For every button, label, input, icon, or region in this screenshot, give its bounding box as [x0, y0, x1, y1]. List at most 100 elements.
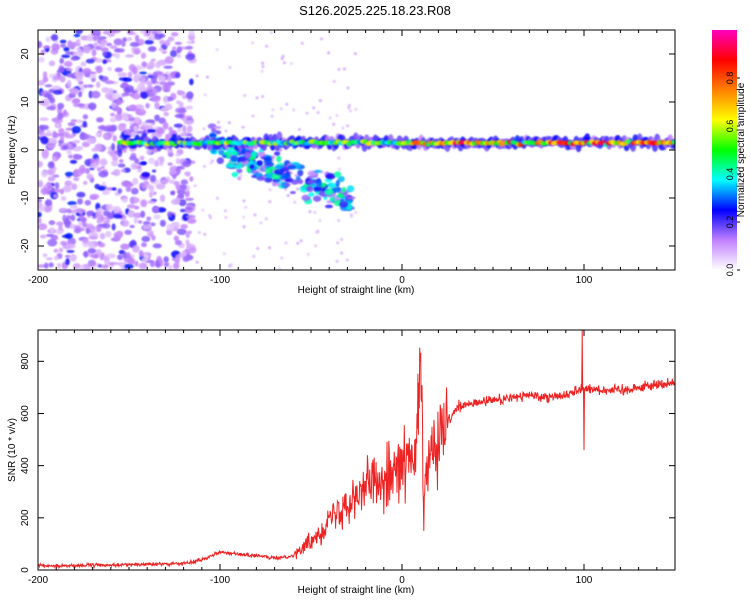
- spectral-blob: [111, 187, 117, 191]
- spectral-blob: [203, 232, 207, 236]
- spectral-blob: [268, 188, 272, 192]
- spectral-blob: [185, 172, 191, 177]
- colorbar-tick-label: 0.0: [725, 264, 735, 277]
- spectral-blob: [292, 108, 296, 112]
- spectral-blob: [268, 200, 272, 204]
- spectral-blob: [47, 239, 58, 247]
- spectral-blob: [308, 210, 312, 214]
- spectral-blob: [112, 92, 121, 100]
- spectral-blob: [324, 188, 334, 196]
- spectral-blob: [168, 264, 173, 270]
- spectral-blob: [108, 87, 114, 95]
- spectral-blob: [86, 137, 97, 144]
- spectral-blob: [175, 158, 181, 165]
- spectral-blob: [70, 119, 77, 123]
- x-tick-label: 0: [399, 575, 405, 586]
- spectral-blob: [64, 180, 73, 187]
- spectral-blob: [49, 226, 55, 234]
- spectral-blob: [39, 117, 49, 121]
- spectral-blob: [332, 122, 336, 126]
- spectral-blob: [129, 41, 140, 48]
- spectral-blob: [671, 139, 675, 145]
- spectral-blob: [202, 127, 206, 131]
- spectral-blob: [147, 46, 157, 52]
- spectral-blob: [112, 206, 122, 214]
- spectral-blob: [130, 187, 139, 195]
- spectral-blob: [86, 173, 94, 181]
- spectral-blob: [111, 30, 122, 34]
- spectral-blob: [333, 187, 341, 193]
- spectral-blob: [58, 66, 65, 73]
- spectral-blob: [311, 183, 317, 188]
- spectral-blob: [173, 235, 179, 242]
- spectral-blob: [136, 169, 142, 173]
- spectral-blob: [42, 152, 49, 160]
- spectral-blob: [250, 151, 258, 158]
- colorbar-label: Normalized spectral amplitude: [736, 82, 747, 217]
- spectral-blob: [313, 195, 322, 202]
- spectral-blob: [60, 240, 68, 246]
- spectral-blob: [328, 116, 332, 120]
- spectral-blob: [38, 160, 44, 168]
- spectral-blob: [114, 234, 121, 241]
- spectral-blob: [135, 130, 144, 135]
- spectral-blob: [98, 170, 109, 178]
- spectral-blob: [59, 39, 67, 44]
- spectral-blob: [332, 80, 336, 84]
- spectral-blob: [133, 125, 139, 132]
- spectral-blob: [211, 159, 215, 163]
- spectral-blob: [121, 197, 128, 203]
- spectral-blob: [260, 69, 264, 73]
- spectral-blob: [59, 75, 66, 83]
- spectral-blob: [69, 254, 77, 262]
- spectral-blob: [124, 85, 134, 93]
- spectral-blob: [121, 112, 129, 121]
- y-tick-label: -10: [20, 190, 31, 205]
- spectral-blob: [77, 91, 83, 98]
- spectral-blob: [327, 51, 331, 55]
- spectral-blob: [168, 170, 178, 175]
- spectral-blob: [79, 213, 85, 220]
- spectral-blob: [124, 264, 134, 269]
- spectral-blob: [282, 61, 286, 65]
- spectral-blob: [52, 174, 60, 178]
- spectral-blob: [69, 159, 78, 164]
- spectral-blob: [45, 36, 51, 43]
- spectral-blob: [59, 134, 65, 142]
- x-tick-label: -100: [210, 575, 230, 586]
- spectral-blob: [114, 52, 121, 59]
- spectral-blob: [271, 108, 275, 112]
- spectral-blob: [321, 182, 327, 188]
- colorbar-tick-label: 0.4: [725, 168, 735, 181]
- spectral-blob: [45, 199, 53, 207]
- spectral-blob: [44, 262, 49, 269]
- spectral-blob: [103, 31, 110, 35]
- spectral-blob: [124, 229, 132, 235]
- spectral-blob: [58, 247, 64, 253]
- spectral-blob: [152, 191, 157, 195]
- spectral-blob: [40, 136, 49, 145]
- spectral-blob: [177, 90, 186, 96]
- spectral-blob: [143, 253, 150, 259]
- spectral-blob: [95, 211, 102, 219]
- spectral-blob: [99, 232, 106, 240]
- spectral-blob: [70, 87, 80, 95]
- spectral-blob: [49, 137, 58, 145]
- spectral-blob: [67, 154, 74, 159]
- spectral-blob: [236, 168, 243, 174]
- spectral-blob: [312, 106, 316, 110]
- spectral-blob: [130, 196, 140, 204]
- spectral-blob: [209, 161, 213, 165]
- spectral-blob: [83, 250, 88, 258]
- spectral-blob: [82, 45, 92, 54]
- spectral-blob: [125, 186, 132, 193]
- spectral-blob: [239, 173, 243, 177]
- spectral-blob: [176, 46, 183, 53]
- spectral-blob: [176, 228, 187, 236]
- spectral-blob: [242, 215, 246, 219]
- spectral-blob: [153, 205, 159, 213]
- spectral-blob: [64, 134, 75, 139]
- spectral-blob: [111, 223, 116, 231]
- spectral-blob: [42, 45, 51, 49]
